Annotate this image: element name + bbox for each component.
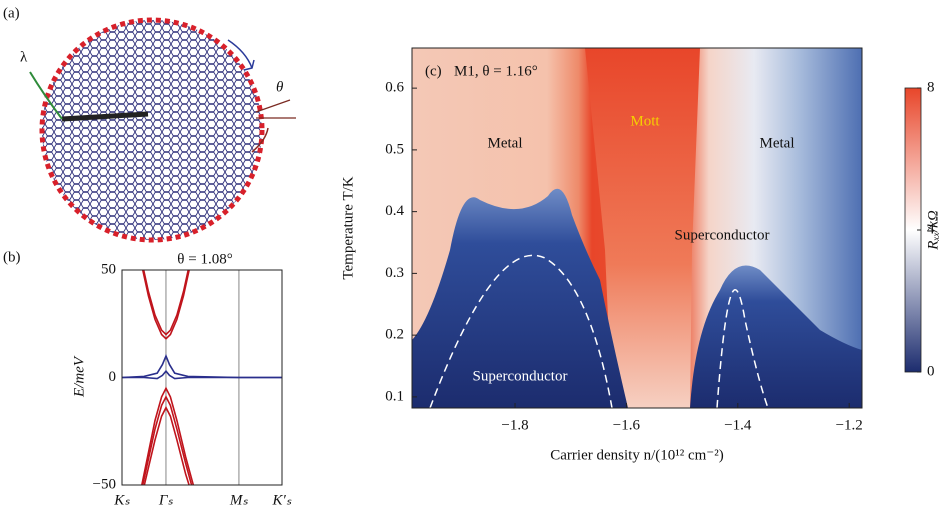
colorbar-tick-label: 0 [927,363,935,379]
plot-frame [411,47,863,409]
y-tick-label: 0.4 [385,203,404,219]
x-tick-label: K′ₛ [272,492,292,508]
x-tick-label: −1.8 [501,417,528,433]
chart-title: M1, θ = 1.16° [454,63,538,79]
band-line [141,386,195,485]
colorbar-tick-label: 4 [927,221,935,237]
dome-guide [429,254,613,408]
band-line [141,395,193,485]
x-axis-label: Carrier density n/(10¹² cm⁻²) [550,447,723,463]
lambda-arc [29,71,63,120]
annotation: Metal [488,135,523,151]
band-line [122,353,282,379]
annotation: Superconductor [675,227,770,243]
y-tick-label: −50 [93,476,116,492]
rotation-arrow [251,127,269,153]
annotation: Metal [760,135,795,151]
band-line [142,270,190,336]
band-line [143,405,190,485]
disk-border [39,17,265,243]
heatmap-field [412,188,628,408]
y-tick-label: 0.2 [385,327,404,343]
x-tick-label: −1.4 [724,417,752,433]
x-tick-label: Γₛ [158,492,174,508]
moire-disk [42,20,262,240]
lines [122,270,282,485]
y-tick-label: 0 [109,369,117,385]
x-tick-label: Mₛ [229,492,248,508]
theta-label: θ [276,79,284,95]
y-tick-label: 0.1 [385,388,404,404]
panel-label: (c) [425,63,442,79]
x-tick-label: Kₛ [113,492,130,508]
heatmap-field [690,265,862,408]
band-line [122,369,282,380]
heatmap-field [585,48,700,408]
panel-a: (a) λ θ [3,5,296,243]
panel-label: (a) [3,5,20,21]
y-axis-label: E/meV [71,355,87,398]
angle-lines [255,99,296,119]
rotation-arrow [227,39,253,69]
panel-b: (b) θ = 1.08° E/meV Kₛ Γₛ Mₛ K′ₛ 50 0 −50 [3,249,292,508]
lambda-label: λ [20,49,28,65]
annotation: Mott [630,113,660,129]
band-line [141,270,190,340]
moire-period [61,111,149,122]
x-tick-label: −1.6 [613,417,641,433]
y-axis-label: Temperature T/K [340,176,356,279]
y-tick-label: 0.6 [385,80,404,96]
y-tick-label: 0.3 [385,265,404,281]
heatmap [412,48,862,408]
x-tick-label: −1.2 [836,417,863,433]
annotation: Superconductor [473,368,568,384]
colorbar-tick-label: 8 [927,79,935,95]
chart-title: θ = 1.08° [177,251,232,267]
panel-c: (c) M1, θ = 1.16° Mott Metal Metal Super… [340,47,941,463]
y-tick-label: 0.5 [385,141,404,157]
colorbar-label: Rₓₓ/kΩ [925,210,941,251]
panel-label: (b) [3,249,21,265]
y-tick-label: 50 [101,261,116,277]
arrow-head [243,59,255,71]
plot-frame [121,269,283,486]
